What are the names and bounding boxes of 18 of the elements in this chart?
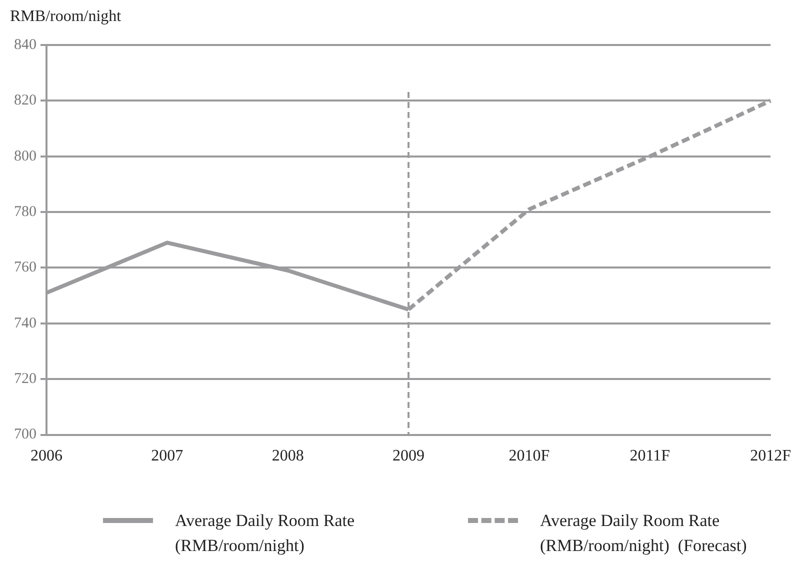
y-tick-label: 740 (14, 315, 36, 332)
y-tick-label: 700 (14, 426, 36, 443)
y-tick-label: 840 (14, 36, 36, 53)
x-tick-label: 2008 (272, 448, 304, 465)
y-axis-title: RMB/room/night (10, 8, 122, 26)
x-tick-label: 2007 (151, 448, 184, 465)
y-tick-label: 800 (14, 148, 36, 164)
y-tick-label: 780 (14, 204, 36, 220)
x-tick-label: 2011F (630, 448, 670, 465)
x-tick-label: 2012F (750, 448, 792, 465)
legend-label: Average Daily Room Rate (RMB/room/night) (175, 510, 356, 557)
y-tick-label: 760 (14, 260, 36, 276)
y-tick-label: 720 (14, 371, 36, 388)
x-tick-label: 2010F (508, 448, 550, 465)
x-tick-label: 2006 (30, 448, 62, 465)
x-tick-label: 2009 (392, 448, 425, 465)
y-tick-label: 820 (14, 92, 36, 109)
legend-label: Average Daily Room Rate (RMB/room/night) (Forecast) (540, 510, 748, 557)
